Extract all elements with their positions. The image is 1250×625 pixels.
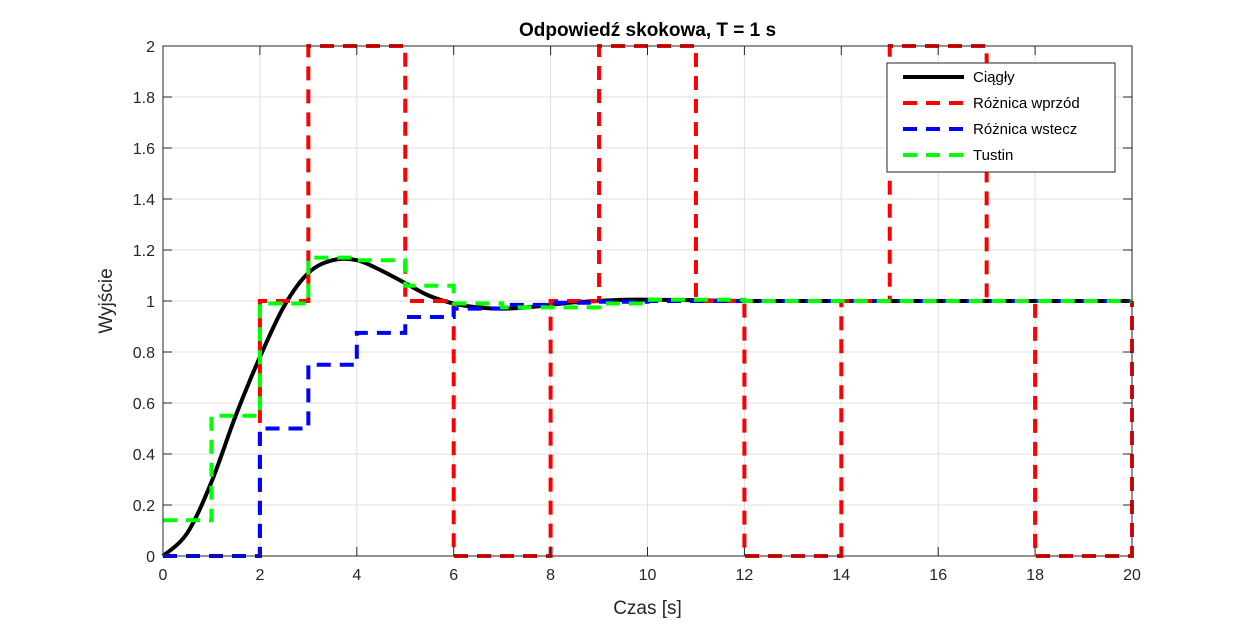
legend-label-tustin: Tustin <box>973 147 1013 164</box>
x-tick-label: 16 <box>929 567 947 584</box>
tick-labels: 0 2 4 6 8 10 12 14 16 18 20 0 0.2 0.4 0.6 0.8 1 1.2 1.4 1.6… <box>133 39 1141 584</box>
y-tick-label: 1 <box>146 294 155 311</box>
chart-title: Odpowiedź skokowa, T = 1 s <box>519 20 776 41</box>
y-tick-label: 0.2 <box>133 498 155 515</box>
y-tick-label: 0.8 <box>133 345 155 362</box>
x-tick-label: 2 <box>255 567 264 584</box>
legend-label-forward-difference: Różnica wprzód <box>973 95 1080 112</box>
y-tick-label: 0.6 <box>133 396 155 413</box>
series-line-tustin <box>163 255 1132 523</box>
x-tick-label: 0 <box>159 567 168 584</box>
x-tick-label: 6 <box>449 567 458 584</box>
x-tick-label: 18 <box>1026 567 1044 584</box>
y-tick-label: 1.4 <box>133 192 155 209</box>
x-tick-label: 8 <box>546 567 555 584</box>
legend-label-continuous: Ciągły <box>973 69 1015 86</box>
y-tick-label: 1.8 <box>133 90 155 107</box>
y-tick-label: 0 <box>146 549 155 566</box>
y-axis-label: Wyjście <box>96 268 117 333</box>
x-tick-label: 14 <box>832 567 850 584</box>
legend-label-backward-difference: Różnica wstecz <box>973 121 1077 138</box>
x-tick-label: 4 <box>352 567 361 584</box>
x-tick-label: 12 <box>736 567 754 584</box>
series-line-backward-difference <box>163 299 1132 558</box>
legend: Ciągły Różnica wprzód Różnica wstecz Tus… <box>886 62 1116 173</box>
axis-ticks <box>162 45 1133 557</box>
y-tick-label: 1.2 <box>133 243 155 260</box>
x-axis-label: Czas [s] <box>613 598 682 619</box>
y-tick-label: 0.4 <box>133 447 155 464</box>
x-tick-label: 10 <box>639 567 657 584</box>
x-tick-label: 20 <box>1123 567 1141 584</box>
y-tick-label: 1.6 <box>133 141 155 158</box>
y-tick-label: 2 <box>146 39 155 56</box>
legend-box <box>886 62 1116 173</box>
